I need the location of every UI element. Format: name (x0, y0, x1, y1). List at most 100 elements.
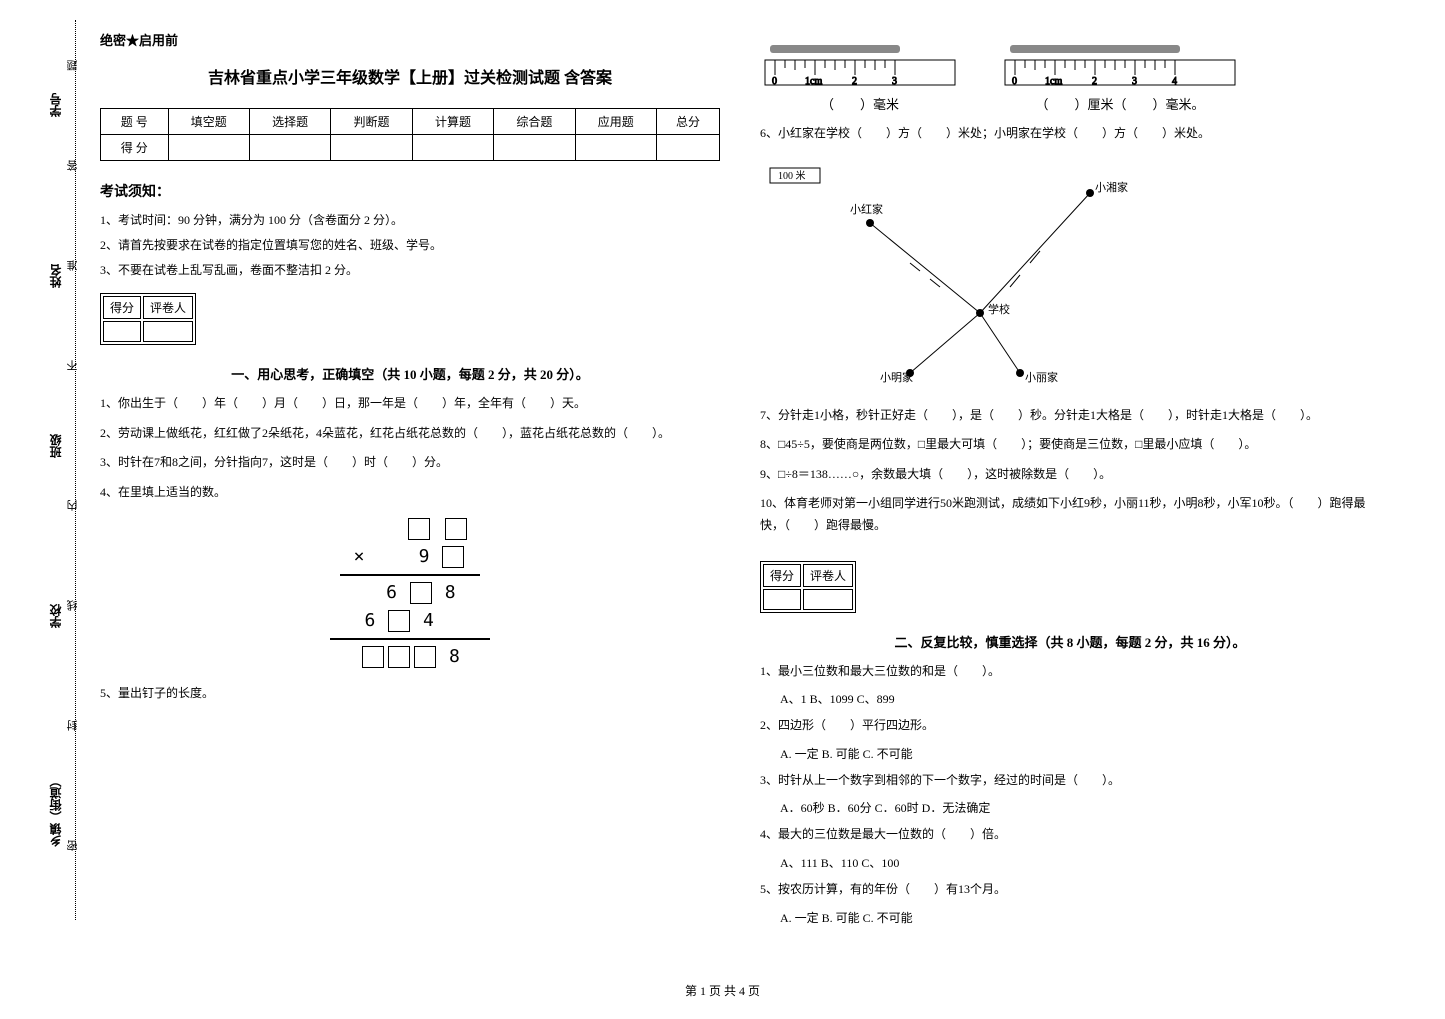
confidential-marker: 绝密★启用前 (100, 30, 720, 49)
digit: 6 (364, 610, 375, 631)
digit: 8 (449, 646, 460, 667)
dotted-label: 准 (65, 260, 81, 271)
options: A、1 B、1099 C、899 (780, 690, 1380, 707)
sidebar-label: 班级 (47, 434, 64, 458)
table-header: 填空题 (168, 109, 249, 135)
grade-label: 得分 (763, 564, 801, 587)
grade-box: 得分 评卷人 (100, 293, 196, 345)
options: A. 一定 B. 可能 C. 不可能 (780, 745, 1380, 762)
svg-text:1cm: 1cm (805, 76, 822, 87)
svg-text:学校: 学校 (988, 302, 1010, 316)
dotted-label: 封 (65, 720, 81, 731)
question: 4、在里填上适当的数。 (100, 482, 720, 504)
question: 2、四边形（ ）平行四边形。 (760, 715, 1380, 737)
dotted-label: 密 (65, 840, 81, 851)
multiply-symbol: × (354, 546, 365, 567)
left-column: 绝密★启用前 吉林省重点小学三年级数学【上册】过关检测试题 含答案 题 号 填空… (100, 30, 720, 926)
dotted-label: 答 (65, 160, 81, 171)
ruler-2: 0 1cm 2 3 4 (1000, 40, 1240, 90)
exam-title: 吉林省重点小学三年级数学【上册】过关检测试题 含答案 (100, 64, 720, 88)
table-cell (412, 135, 493, 161)
question: 8、□45÷5，要使商是两位数，□里最大可填（ ）；要使商是三位数，□里最小应填… (760, 434, 1380, 456)
section2-title: 二、反复比较，慎重选择（共 8 小题，每题 2 分，共 16 分）。 (760, 632, 1380, 651)
digit: 4 (423, 610, 434, 631)
digit: 6 (386, 582, 397, 603)
dotted-label: 线 (65, 600, 81, 611)
table-row: 得 分 (101, 135, 720, 161)
svg-text:小丽家: 小丽家 (1025, 370, 1058, 383)
svg-text:小红家: 小红家 (850, 202, 883, 216)
dotted-fold-line (75, 20, 76, 920)
page-content: 绝密★启用前 吉林省重点小学三年级数学【上册】过关检测试题 含答案 题 号 填空… (100, 30, 1430, 926)
instructions: 1、考试时间：90 分钟，满分为 100 分（含卷面分 2 分）。 2、请首先按… (100, 211, 720, 278)
dotted-label: 题 (65, 60, 81, 71)
grade-box: 得分 评卷人 (760, 561, 856, 613)
question: 9、□÷8＝138……○，余数最大填（ ），这时被除数是（ ）。 (760, 464, 1380, 486)
table-cell (249, 135, 330, 161)
table-cell (656, 135, 719, 161)
question: 3、时针从上一个数字到相邻的下一个数字，经过的时间是（ ）。 (760, 770, 1380, 792)
question: 7、分针走1小格，秒针正好走（ ），是（ ）秒。分针走1大格是（ ），时针走1大… (760, 405, 1380, 427)
question: 6、小红家在学校（ ）方（ ）米处；小明家在学校（ ）方（ ）米处。 (760, 123, 1380, 145)
question: 3、时针在7和8之间，分针指向7，这时是（ ）时（ ）分。 (100, 452, 720, 474)
question: 5、按农历计算，有的年份（ ）有13个月。 (760, 879, 1380, 901)
table-row: 题 号 填空题 选择题 判断题 计算题 综合题 应用题 总分 (101, 109, 720, 135)
ruler2-label: （ ）厘米（ ）毫米。 (1000, 94, 1240, 113)
location-diagram: 100 米 小红家 小湘家 学校 小明家 小丽家 (760, 163, 1160, 383)
ruler1-label: （ ）毫米 (760, 94, 960, 113)
table-header: 总分 (656, 109, 719, 135)
svg-text:2: 2 (1092, 76, 1097, 87)
ruler-row: 0 1cm 2 3 （ ）毫米 0 (760, 40, 1380, 113)
options: A、111 B、110 C、100 (780, 854, 1380, 871)
question: 2、劳动课上做纸花，红红做了2朵纸花，4朵蓝花，红花占纸花总数的（ ），蓝花占纸… (100, 423, 720, 445)
svg-text:3: 3 (892, 76, 897, 87)
digit: 8 (445, 582, 456, 603)
question: 4、最大的三位数是最大一位数的（ ）倍。 (760, 824, 1380, 846)
dotted-label: 内 (65, 500, 81, 511)
multiplication-diagram: × 9 6 8 6 4 8 (100, 518, 720, 668)
sidebar-label: 姓名 (47, 264, 64, 288)
svg-text:1cm: 1cm (1045, 76, 1062, 87)
options: A．60秒 B．60分 C．60时 D．无法确定 (780, 799, 1380, 816)
section1-title: 一、用心思考，正确填空（共 10 小题，每题 2 分，共 20 分）。 (100, 364, 720, 383)
grade-label: 评卷人 (143, 296, 193, 319)
svg-text:小明家: 小明家 (880, 370, 913, 383)
table-cell (331, 135, 412, 161)
notice-header: 考试须知： (100, 181, 720, 201)
svg-text:4: 4 (1172, 76, 1177, 87)
sidebar-label: 学号 (47, 93, 64, 117)
svg-text:2: 2 (852, 76, 857, 87)
table-header: 选择题 (249, 109, 330, 135)
table-cell: 得 分 (101, 135, 169, 161)
instruction-item: 1、考试时间：90 分钟，满分为 100 分（含卷面分 2 分）。 (100, 211, 720, 228)
dotted-label: 不 (65, 360, 81, 371)
table-header: 计算题 (412, 109, 493, 135)
svg-text:3: 3 (1132, 76, 1137, 87)
options: A. 一定 B. 可能 C. 不可能 (780, 909, 1380, 926)
svg-text:0: 0 (772, 76, 777, 87)
question: 1、最小三位数和最大三位数的和是（ ）。 (760, 661, 1380, 683)
sidebar-label: 学校 (47, 604, 64, 628)
table-header: 应用题 (575, 109, 656, 135)
table-header: 题 号 (101, 109, 169, 135)
instruction-item: 3、不要在试卷上乱写乱画，卷面不整洁扣 2 分。 (100, 261, 720, 278)
right-column: 0 1cm 2 3 （ ）毫米 0 (760, 30, 1380, 926)
instruction-item: 2、请首先按要求在试卷的指定位置填写您的姓名、班级、学号。 (100, 236, 720, 253)
grade-label: 得分 (103, 296, 141, 319)
question: 1、你出生于（ ）年（ ）月（ ）日，那一年是（ ）年，全年有（ ）天。 (100, 393, 720, 415)
digit: 9 (419, 546, 430, 567)
table-cell (575, 135, 656, 161)
ruler-1: 0 1cm 2 3 (760, 40, 960, 90)
page-footer: 第 1 页 共 4 页 (0, 982, 1445, 999)
binding-sidebar: 学号 姓名 班级 学校 乡镇（街道） (40, 20, 70, 920)
table-cell (494, 135, 575, 161)
svg-text:100 米: 100 米 (778, 169, 806, 182)
grade-label: 评卷人 (803, 564, 853, 587)
score-table: 题 号 填空题 选择题 判断题 计算题 综合题 应用题 总分 得 分 (100, 108, 720, 161)
svg-text:小湘家: 小湘家 (1095, 180, 1128, 194)
sidebar-label: 乡镇（街道） (47, 775, 64, 847)
svg-text:0: 0 (1012, 76, 1017, 87)
table-header: 综合题 (494, 109, 575, 135)
question: 5、量出钉子的长度。 (100, 683, 720, 705)
table-header: 判断题 (331, 109, 412, 135)
